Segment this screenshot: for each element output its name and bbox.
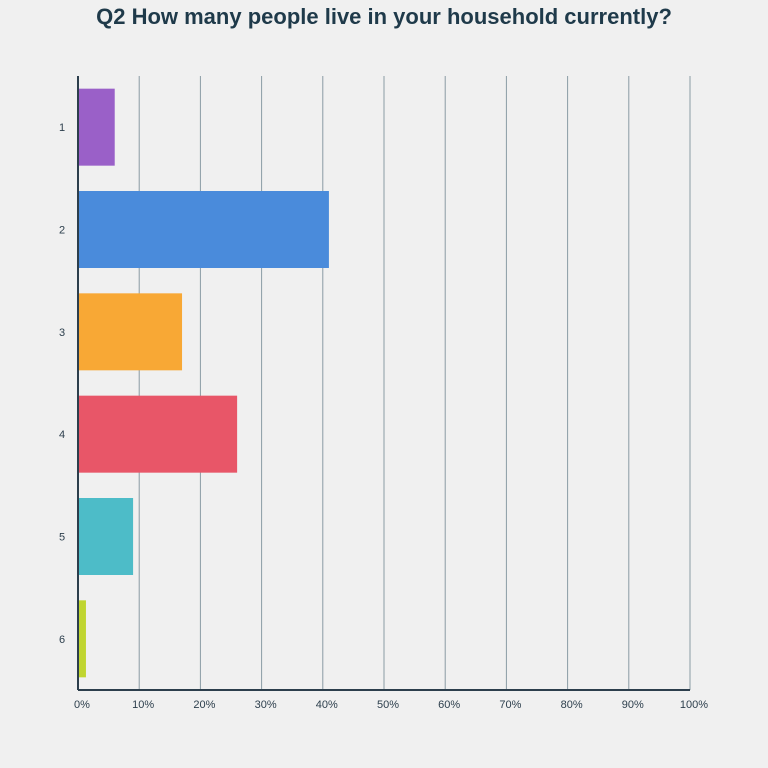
x-tick-label: 90% xyxy=(622,699,644,711)
y-category-label: 6 xyxy=(59,634,65,646)
bar-4 xyxy=(78,395,238,473)
x-tick-label: 70% xyxy=(499,699,521,711)
x-tick-label: 50% xyxy=(377,699,399,711)
bar-5 xyxy=(78,498,134,575)
y-category-label: 5 xyxy=(59,532,65,544)
x-tick-label: 20% xyxy=(193,699,215,711)
bars xyxy=(78,88,329,678)
x-tick-label: 100% xyxy=(680,699,708,711)
x-tick-label: 80% xyxy=(561,699,583,711)
bar-1 xyxy=(78,88,115,166)
x-tick-label: 0% xyxy=(74,699,90,711)
bar-3 xyxy=(78,293,183,371)
x-axis-labels: 0% 10% 20% 30% 40% 50% 60% 70% 80% 90% 100% xyxy=(74,699,708,711)
bar-2 xyxy=(78,191,329,268)
y-category-label: 4 xyxy=(59,429,65,441)
x-tick-label: 40% xyxy=(316,699,338,711)
x-tick-label: 30% xyxy=(255,699,277,711)
bar-6 xyxy=(78,600,86,678)
y-category-label: 2 xyxy=(59,225,65,237)
x-tick-label: 10% xyxy=(132,699,154,711)
y-category-label: 3 xyxy=(59,327,65,339)
gridlines xyxy=(138,76,691,690)
x-tick-label: 60% xyxy=(438,699,460,711)
y-category-label: 1 xyxy=(59,122,65,134)
axes xyxy=(77,76,690,691)
chart-title: Q2 How many people live in your househol… xyxy=(96,4,672,29)
y-axis-labels: 1 2 3 4 5 6 xyxy=(59,122,65,646)
